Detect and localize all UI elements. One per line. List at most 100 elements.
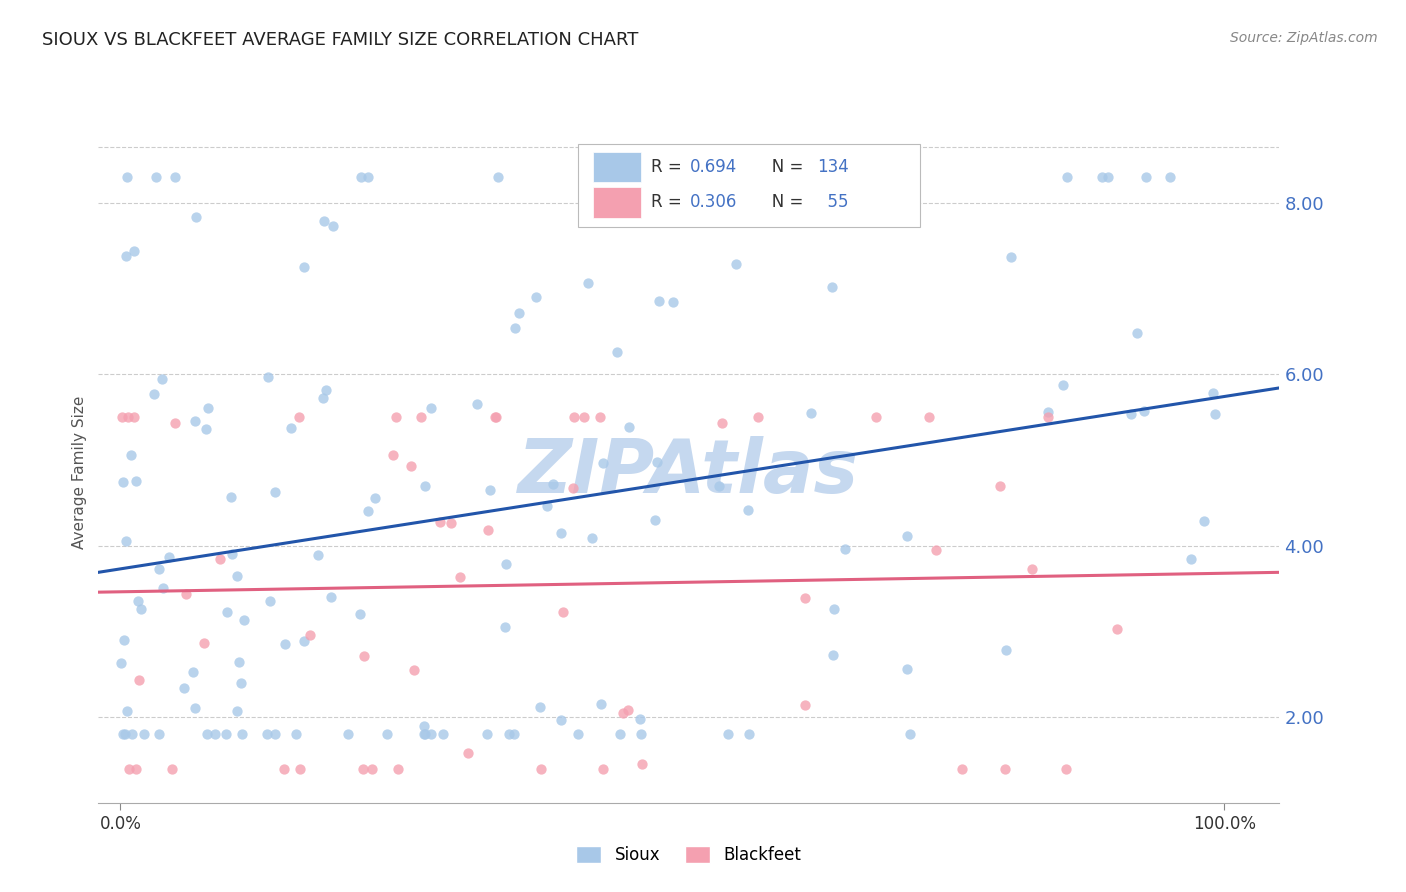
Point	[173, 681, 195, 696]
Point	[231, 727, 253, 741]
Point	[896, 528, 918, 542]
Point	[432, 727, 454, 741]
Point	[995, 643, 1018, 657]
Point	[1054, 762, 1077, 776]
Point	[131, 601, 153, 615]
Point	[420, 401, 443, 416]
Point	[285, 727, 308, 741]
Point	[449, 569, 471, 583]
Point	[465, 396, 488, 410]
Point	[115, 705, 138, 719]
Point	[204, 727, 226, 741]
Point	[1204, 408, 1226, 422]
Point	[384, 410, 406, 425]
Point	[117, 410, 139, 425]
Point	[484, 410, 506, 425]
Point	[1000, 250, 1022, 264]
Text: R =: R =	[651, 158, 688, 176]
Point	[163, 416, 186, 430]
Point	[263, 485, 285, 500]
Point	[322, 219, 344, 234]
Point	[479, 483, 502, 497]
Point	[315, 383, 337, 397]
Point	[488, 169, 510, 184]
Point	[121, 727, 143, 741]
Point	[112, 632, 135, 647]
Point	[794, 698, 817, 713]
Point	[208, 552, 231, 566]
Point	[157, 549, 180, 564]
Point	[1135, 169, 1157, 184]
Point	[1091, 169, 1114, 184]
Point	[412, 727, 434, 741]
Point	[1036, 410, 1059, 425]
Point	[950, 762, 973, 776]
Point	[349, 607, 371, 622]
Point	[288, 762, 311, 776]
Point	[662, 295, 685, 310]
Point	[409, 410, 432, 425]
Point	[567, 727, 589, 741]
Point	[823, 602, 845, 616]
Point	[1119, 407, 1142, 421]
Point	[412, 719, 434, 733]
Point	[226, 569, 249, 583]
Point	[550, 526, 572, 541]
Point	[494, 619, 516, 633]
Point	[350, 169, 373, 184]
Point	[475, 727, 498, 741]
Point	[592, 762, 614, 776]
Point	[360, 762, 382, 776]
Point	[219, 490, 242, 504]
Point	[1159, 169, 1181, 184]
Point	[589, 410, 612, 425]
Point	[612, 706, 634, 720]
Point	[644, 513, 666, 527]
Point	[529, 699, 551, 714]
Point	[1192, 514, 1215, 528]
Point	[124, 244, 146, 258]
Point	[543, 476, 565, 491]
Point	[918, 410, 941, 425]
Point	[536, 499, 558, 513]
Point	[112, 475, 135, 489]
Point	[581, 531, 603, 545]
Point	[530, 762, 553, 776]
Point	[648, 293, 671, 308]
Point	[152, 372, 174, 386]
Text: 55: 55	[817, 194, 848, 211]
Point	[152, 581, 174, 595]
Point	[609, 727, 631, 741]
Point	[184, 701, 207, 715]
Point	[111, 727, 134, 741]
Point	[834, 542, 856, 557]
Point	[148, 562, 170, 576]
Point	[120, 448, 142, 462]
Point	[114, 727, 136, 741]
Point	[724, 257, 747, 271]
Point	[148, 727, 170, 741]
Point	[186, 210, 208, 224]
Point	[524, 290, 547, 304]
Point	[617, 703, 640, 717]
Point	[118, 762, 141, 776]
Point	[288, 410, 311, 425]
Point	[114, 534, 136, 549]
Point	[747, 410, 769, 425]
Point	[221, 547, 243, 561]
Text: 134: 134	[817, 158, 849, 176]
Point	[1133, 403, 1156, 417]
Point	[821, 648, 844, 663]
Point	[485, 410, 508, 425]
Point	[292, 260, 315, 275]
Point	[865, 410, 887, 425]
Point	[1180, 552, 1202, 566]
Point	[127, 594, 149, 608]
Point	[413, 478, 436, 492]
Point	[800, 406, 823, 420]
Point	[707, 479, 730, 493]
Point	[710, 417, 733, 431]
Point	[617, 420, 640, 434]
Point	[162, 762, 184, 776]
Point	[574, 410, 596, 425]
